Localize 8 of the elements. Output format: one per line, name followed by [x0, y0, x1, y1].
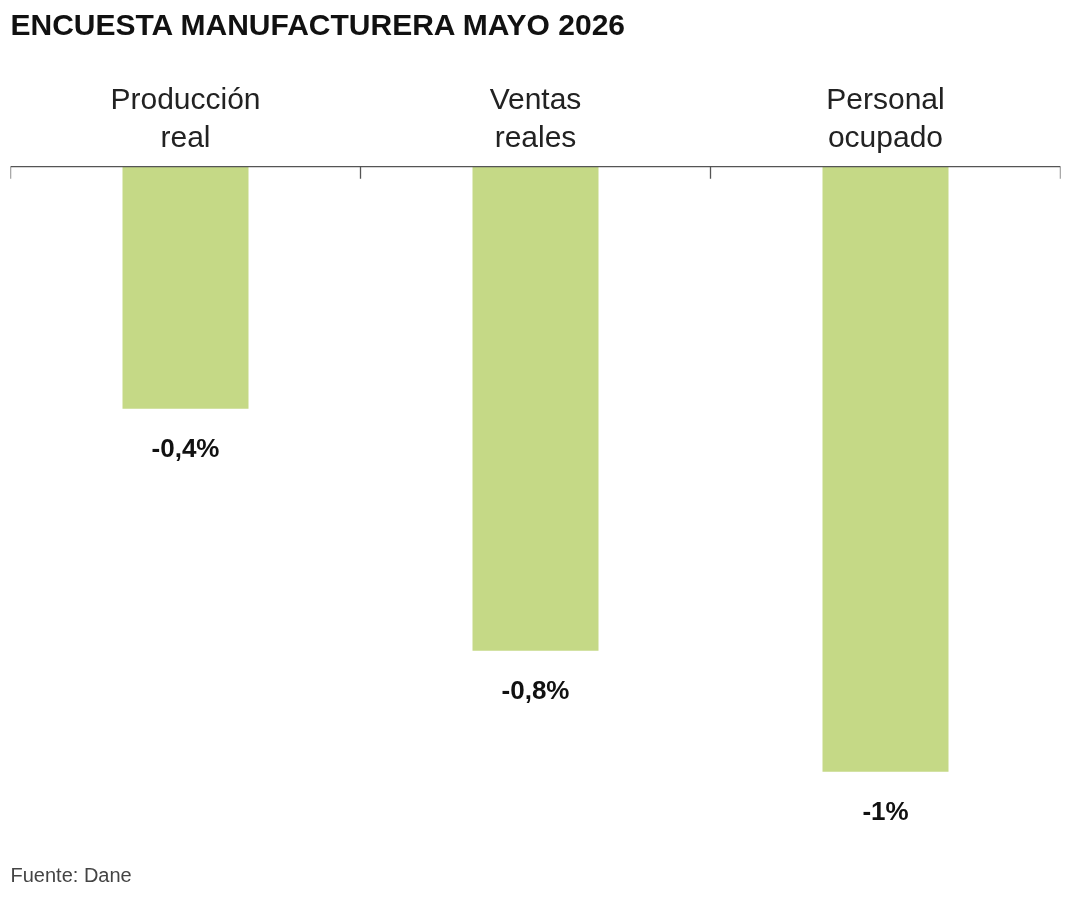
x-tick-label: Producción real [110, 81, 261, 153]
x-tick-label: Personal ocupado [826, 81, 945, 153]
x-tick-label: Ventas reales [489, 81, 582, 153]
chart-title: ENCUESTA MANUFACTURERA MAYO 2026 [10, 7, 626, 41]
data-label: -1% [862, 795, 909, 826]
data-label: -0,4% [151, 432, 220, 463]
source-note: Fuente: Dane [10, 863, 132, 886]
data-label: -0,8% [501, 674, 570, 705]
